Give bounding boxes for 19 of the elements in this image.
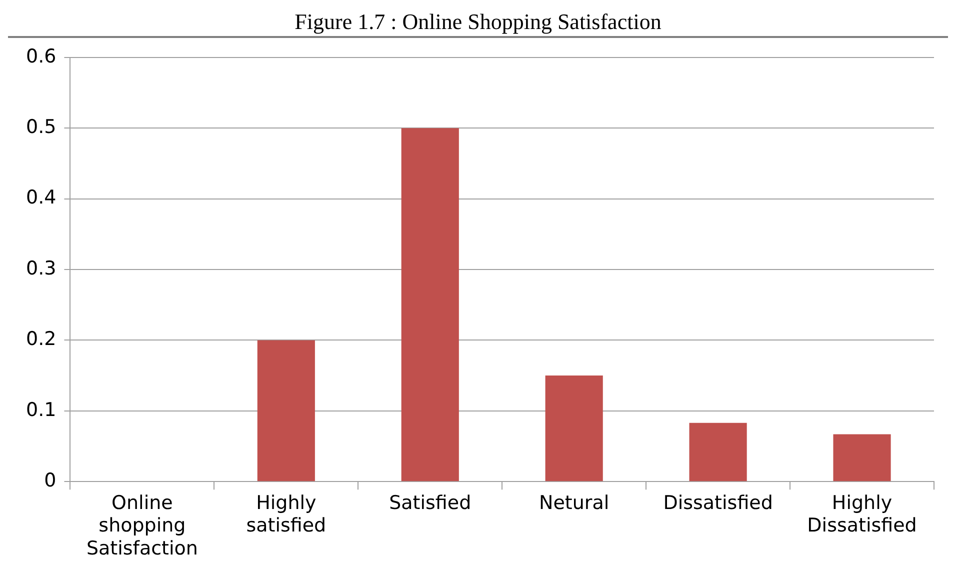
bar [401,128,459,482]
bar [257,340,315,482]
y-tick-label: 0.1 [26,398,56,421]
y-tick-label: 0.6 [26,45,56,68]
y-tick-label: 0.5 [26,116,56,138]
bar [833,434,891,482]
y-tick-label: 0 [44,470,56,492]
y-tick-label: 0.4 [26,186,56,209]
x-tick-label: Satisfied [389,492,472,514]
x-tick-label: Dissatisfied [663,492,773,514]
chart-title: Figure 1.7 : Online Shopping Satisfaction [8,8,948,38]
y-tick-label: 0.3 [26,257,56,280]
x-tick-label: Highly satisfied [246,492,326,537]
y-tick-label: 0.2 [26,328,56,350]
bar [689,422,747,482]
bar [545,376,603,482]
x-tick-label: Netural [539,492,610,514]
x-tick-label: Online shopping Satisfaction [86,492,198,560]
x-tick-label: Highly Dissatisfied [807,492,917,537]
